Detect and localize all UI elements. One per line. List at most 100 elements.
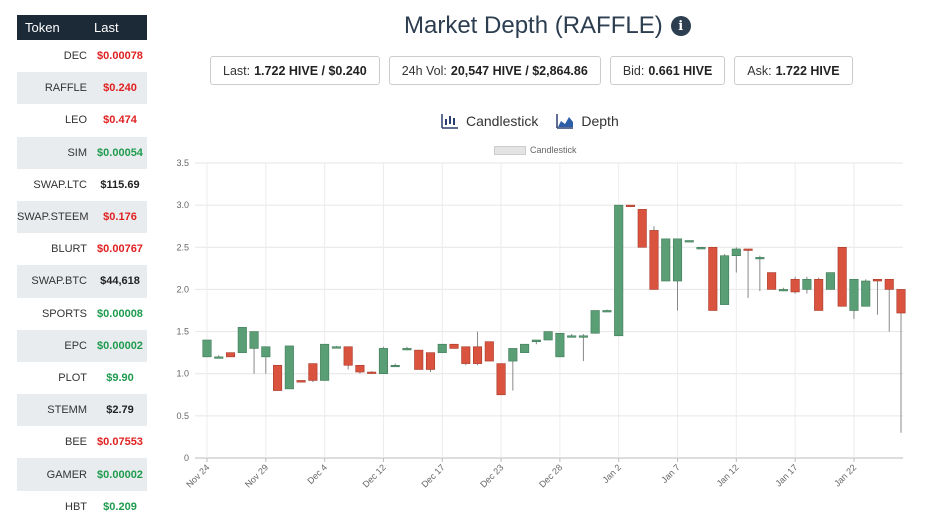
token-row[interactable]: BEE $0.07553 (17, 426, 147, 458)
y-tick-label: 0 (184, 453, 189, 463)
candle-body (872, 279, 883, 282)
candle-body (461, 346, 471, 364)
token-symbol: SPORTS (41, 307, 87, 320)
depth-tab[interactable]: Depth (556, 113, 619, 129)
token-symbol: BEE (64, 436, 87, 449)
candle-body (496, 363, 506, 396)
bid-label: Bid: (622, 63, 645, 78)
token-row[interactable]: BLURT $0.00767 (17, 233, 147, 265)
candle-body (767, 272, 777, 290)
info-circle-icon[interactable]: i (670, 16, 691, 36)
candle-body (661, 238, 671, 282)
candle-body (778, 289, 788, 292)
page-title: Market Depth (RAFFLE) i (404, 12, 691, 40)
x-tick-label: Dec 23 (478, 462, 505, 489)
token-row[interactable]: SPORTS $0.00008 (17, 298, 147, 330)
candle-body (390, 364, 400, 368)
candle-body (625, 204, 635, 207)
token-last-price: $0.00054 (97, 146, 143, 159)
ask-box: Ask: 1.722 HIVE (734, 56, 853, 85)
y-tick-label: 2.5 (176, 242, 189, 252)
token-symbol: SWAP.LTC (33, 178, 87, 191)
bid-value: 0.661 HIVE (648, 63, 713, 78)
token-row[interactable]: RAFFLE $0.240 (17, 72, 147, 105)
candle-body (261, 346, 271, 358)
token-last-price: $0.00078 (97, 50, 143, 63)
token-row[interactable]: STEMM $2.79 (17, 394, 147, 427)
token-row[interactable]: SWAP.BTC $44,618 (17, 265, 147, 298)
token-symbol: BLURT (51, 243, 87, 256)
candle-body (520, 343, 530, 353)
candle-body (590, 310, 600, 334)
token-last-price: $0.474 (103, 114, 137, 127)
depth-label: Depth (581, 113, 619, 129)
candle-body (708, 246, 718, 311)
token-symbol: STEMM (47, 404, 87, 417)
candle-body (578, 335, 588, 338)
token-row[interactable]: GAMER $0.00002 (17, 458, 147, 491)
candle-body (837, 246, 847, 307)
candle-body (555, 332, 565, 358)
token-row[interactable]: PLOT $9.90 (17, 362, 147, 394)
candle-body (731, 248, 741, 257)
token-row[interactable]: SWAP.STEEM $0.176 (17, 200, 147, 234)
candle-body (567, 335, 577, 338)
token-row[interactable]: SWAP.LTC $115.69 (17, 169, 147, 201)
ask-label: Ask: (747, 63, 772, 78)
legend-swatch (494, 145, 526, 155)
candle-body (202, 339, 212, 358)
candle-body (802, 279, 812, 290)
candlestick-tab[interactable]: Candlestick (441, 113, 538, 129)
token-last-price: $0.240 (103, 82, 137, 95)
token-last-price: $0.00002 (97, 468, 143, 481)
candle-body (367, 371, 377, 374)
candlestick-chart-icon (441, 114, 458, 129)
candle-body (237, 327, 247, 353)
candle-body (296, 380, 306, 383)
legend-label: Candlestick (530, 145, 577, 155)
chart-legend[interactable]: Candlestick (494, 145, 577, 155)
token-column-header[interactable]: Token (25, 20, 60, 35)
candle-body (308, 363, 318, 381)
token-row[interactable]: DEC $0.00078 (17, 40, 147, 72)
candle-body (343, 346, 353, 366)
candle-body (814, 279, 824, 311)
token-last-price: $0.00002 (97, 339, 143, 352)
x-tick-label: Jan 12 (715, 462, 741, 488)
token-symbol: SIM (67, 146, 87, 159)
x-tick-label: Jan 7 (659, 462, 682, 485)
candle-body (825, 272, 835, 290)
y-tick-label: 2.0 (176, 284, 189, 294)
last-price-box: Last: 1.722 HIVE / $0.240 (210, 56, 380, 85)
candle-body (672, 238, 683, 282)
sidebar-header: Token Last (17, 15, 147, 40)
candle-body (273, 364, 283, 391)
y-tick-label: 3.0 (176, 200, 189, 210)
x-tick-label: Dec 12 (361, 462, 388, 489)
token-sidebar: Token Last DEC $0.00078 RAFFLE $0.240 LEO $0.… (17, 15, 147, 523)
token-row[interactable]: SIM $0.00054 (17, 136, 147, 169)
x-tick-label: Nov 24 (184, 462, 211, 489)
x-tick-label: Dec 17 (419, 462, 446, 489)
token-row[interactable]: LEO $0.474 (17, 104, 147, 136)
candle-body (684, 240, 694, 243)
x-tick-label: Dec 28 (537, 462, 564, 489)
token-last-price: $115.69 (100, 178, 140, 191)
token-symbol: RAFFLE (44, 82, 87, 95)
candle-body (225, 352, 236, 358)
token-symbol: LEO (64, 114, 87, 127)
candle-body (320, 343, 330, 381)
candle-body (414, 349, 424, 370)
x-tick-label: Nov 29 (243, 462, 270, 489)
x-tick-label: Dec 4 (305, 462, 329, 486)
candle-body (790, 279, 800, 293)
token-row[interactable]: EPC $0.00002 (17, 329, 147, 362)
market-stats: Last: 1.722 HIVE / $0.240 24h Vol: 20,54… (210, 56, 853, 85)
y-tick-label: 3.5 (176, 158, 189, 168)
candle-body (743, 248, 753, 251)
token-symbol: PLOT (58, 371, 87, 384)
token-symbol: SWAP.BTC (31, 275, 87, 288)
chart-type-switch: Candlestick Depth (441, 113, 619, 129)
candle-body (543, 331, 553, 341)
last-column-header[interactable]: Last (94, 20, 119, 35)
